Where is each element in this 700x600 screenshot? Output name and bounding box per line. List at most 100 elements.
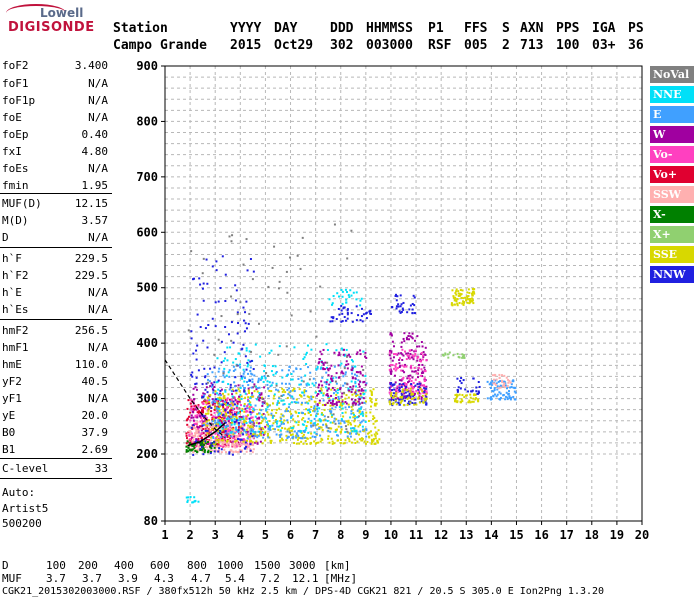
data-point-w — [321, 384, 324, 387]
data-point-voplus — [202, 416, 205, 419]
data-point-sse — [206, 424, 209, 427]
data-point-sse — [249, 425, 252, 428]
data-point-sse — [238, 390, 241, 393]
data-point-e — [261, 402, 264, 405]
data-point-nne — [305, 427, 308, 430]
data-point-e — [275, 388, 278, 391]
data-point-e — [494, 379, 497, 382]
data-point-sse — [208, 407, 211, 410]
param-name: MUF(D) — [2, 197, 42, 210]
data-point-ssw — [193, 448, 196, 451]
data-point-e — [267, 387, 270, 390]
data-point-w — [357, 383, 360, 386]
data-point-w — [359, 353, 362, 356]
data-point-e — [344, 371, 347, 374]
data-point-nne — [240, 409, 243, 412]
data-point-nne — [362, 414, 365, 417]
data-point-w — [236, 400, 239, 403]
data-point-nnw — [196, 344, 199, 347]
data-point-sse — [220, 413, 223, 416]
data-point-sse — [269, 439, 272, 442]
data-point-e — [281, 414, 284, 417]
data-point-nne — [310, 348, 313, 351]
data-point-sse — [455, 300, 458, 303]
footer-muf-label: MUF — [2, 572, 22, 585]
data-point-sse — [406, 403, 409, 406]
data-point-e — [509, 398, 512, 401]
data-point-w — [419, 384, 422, 387]
data-point-vominus — [227, 429, 230, 432]
data-point-vominus — [391, 364, 394, 367]
data-point-noval — [261, 398, 264, 401]
data-point-vominus — [398, 357, 401, 360]
data-point-e — [295, 432, 298, 435]
data-point-sse — [377, 441, 380, 444]
data-point-ssw — [198, 433, 201, 436]
data-point-w — [339, 387, 342, 390]
data-point-e — [234, 368, 237, 371]
data-point-ssw — [252, 448, 255, 451]
data-point-nne — [354, 380, 357, 383]
data-point-ssw — [239, 432, 242, 435]
data-point-sse — [456, 298, 459, 301]
data-point-nne — [193, 496, 196, 499]
data-point-nnw — [398, 310, 401, 313]
data-point-e — [297, 430, 300, 433]
data-point-ssw — [219, 440, 222, 443]
data-point-nnw — [223, 351, 226, 354]
data-point-e — [355, 392, 358, 395]
data-point-nnw — [403, 399, 406, 402]
data-point-sse — [372, 439, 375, 442]
param-name: foF2 — [2, 59, 29, 72]
data-point-e — [224, 432, 227, 435]
data-point-w — [210, 382, 213, 385]
data-point-vominus — [246, 405, 249, 408]
data-point-noval — [362, 368, 365, 371]
data-point-w — [335, 372, 338, 375]
data-point-sse — [232, 403, 235, 406]
data-point-e — [344, 406, 347, 409]
footer-d-value: 400 — [114, 559, 134, 572]
data-point-sse — [228, 405, 231, 408]
data-point-nne — [344, 288, 347, 291]
data-point-sse — [286, 396, 289, 399]
data-point-sse — [267, 425, 270, 428]
data-point-nnw — [369, 310, 372, 313]
data-point-voplus — [235, 413, 238, 416]
data-point-nnw — [350, 312, 353, 315]
param-value: 110.0 — [74, 358, 108, 371]
data-point-nnw — [418, 385, 421, 388]
data-point-voplus — [187, 399, 190, 402]
data-point-nnw — [213, 366, 216, 369]
data-point-ssw — [204, 445, 207, 448]
data-point-nne — [255, 385, 258, 388]
param-row: foE N/A — [2, 111, 108, 126]
param-value: 2.69 — [81, 443, 109, 456]
data-point-vominus — [388, 351, 391, 354]
data-point-nnw — [202, 299, 205, 302]
data-point-nnw — [234, 389, 237, 392]
data-point-noval — [222, 372, 225, 375]
data-point-xminus — [192, 445, 195, 448]
data-point-sse — [206, 432, 209, 435]
data-point-ssw — [248, 445, 251, 448]
data-point-nnw — [412, 395, 415, 398]
data-point-w — [233, 435, 236, 438]
data-point-w — [407, 356, 410, 359]
data-point-e — [337, 397, 340, 400]
data-point-sse — [347, 403, 350, 406]
data-point-nne — [243, 380, 246, 383]
data-point-e — [308, 408, 311, 411]
data-point-sse — [352, 416, 355, 419]
data-point-sse — [223, 402, 226, 405]
data-point-noval — [334, 380, 337, 383]
data-point-e — [260, 409, 263, 412]
data-point-e — [333, 417, 336, 420]
data-point-sse — [347, 396, 350, 399]
data-point-w — [410, 349, 413, 352]
data-point-nnw — [359, 319, 362, 322]
data-point-e — [286, 410, 289, 413]
data-point-vominus — [406, 354, 409, 357]
data-point-e — [310, 395, 313, 398]
data-point-w — [406, 338, 409, 341]
